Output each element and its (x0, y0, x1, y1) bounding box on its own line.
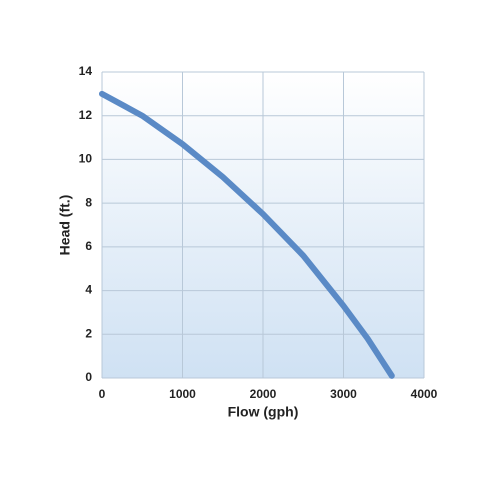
x-tick-label: 0 (99, 387, 106, 401)
y-tick-label: 2 (85, 326, 92, 340)
y-tick-label: 4 (85, 283, 92, 297)
y-tick-label: 0 (85, 370, 92, 384)
x-tick-label: 1000 (169, 387, 196, 401)
y-tick-label: 10 (79, 152, 93, 166)
x-tick-label: 4000 (411, 387, 438, 401)
y-tick-label: 14 (79, 64, 93, 78)
x-tick-label: 3000 (330, 387, 357, 401)
x-axis-title: Flow (gph) (228, 404, 299, 420)
y-tick-label: 6 (85, 239, 92, 253)
y-axis-title: Head (ft.) (57, 195, 73, 256)
x-tick-label: 2000 (250, 387, 277, 401)
curve (99, 90, 395, 379)
y-tick-label: 12 (79, 108, 93, 122)
y-tick-label: 8 (85, 195, 92, 209)
